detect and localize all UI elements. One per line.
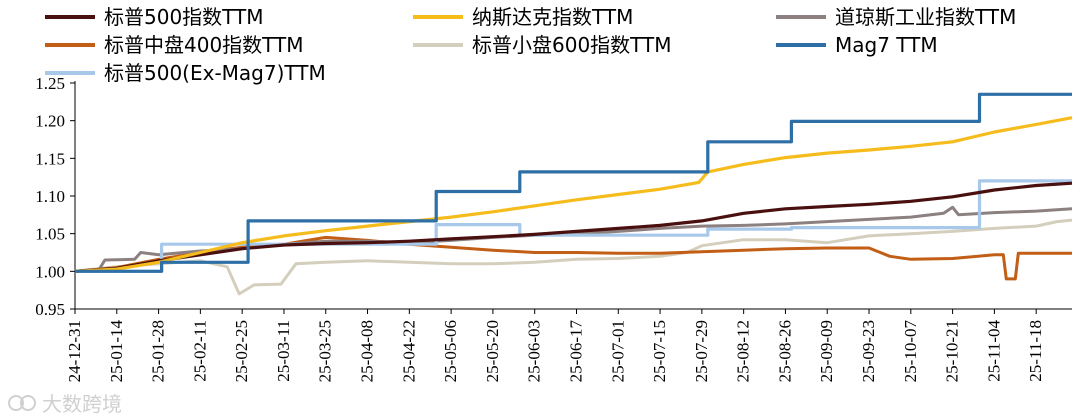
x-tick-label: 25-02-11	[190, 320, 209, 382]
y-axis: 0.95 1.00 1.05 1.10 1.15 1.20 1.25	[35, 74, 76, 319]
y-tick-label: 1.20	[35, 112, 65, 131]
legend-item-4: 标普小盘600指数TTM	[413, 33, 672, 57]
legend-item-1: 纳斯达克指数TTM	[413, 5, 633, 29]
legend-item-2: 道琼斯工业指数TTM	[776, 5, 1016, 29]
x-tick-label: 25-07-15	[650, 320, 669, 382]
legend-label: Mag7 TTM	[835, 33, 938, 57]
x-tick-label: 25-06-17	[566, 320, 585, 383]
y-tick-label: 1.25	[35, 74, 65, 93]
series-line-4	[74, 218, 1073, 296]
x-tick-label: 25-01-14	[107, 320, 126, 383]
x-tick-label: 25-07-01	[608, 320, 627, 382]
x-tick-label: 25-05-20	[483, 320, 502, 382]
legend: 标普500指数TTM 纳斯达克指数TTM 道琼斯工业指数TTM 标普中盘400指数TT…	[45, 5, 1016, 85]
series-line-5	[75, 92, 1072, 273]
y-tick-label: 1.00	[35, 262, 65, 281]
watermark-text: 大数跨境	[42, 392, 122, 416]
x-tick-label: 25-03-25	[316, 320, 335, 382]
legend-label: 道琼斯工业指数TTM	[835, 5, 1016, 29]
y-tick-label: 0.95	[35, 300, 65, 319]
x-tick-label: 25-11-18	[1026, 320, 1045, 382]
x-tick-label: 25-07-29	[692, 320, 711, 382]
x-tick-label: 25-09-23	[859, 320, 878, 382]
x-tick-label: 25-10-07	[901, 320, 920, 383]
x-tick-label: 25-09-09	[817, 320, 836, 382]
x-tick-label: 25-04-08	[358, 320, 377, 382]
x-tick-label: 25-06-03	[525, 320, 544, 382]
x-tick-label: 25-02-25	[232, 320, 251, 382]
x-tick-label: 24-12-31	[65, 320, 84, 382]
x-tick-label: 25-04-22	[399, 320, 418, 382]
x-tick-label: 25-01-28	[149, 320, 168, 382]
y-tick-label: 1.15	[35, 149, 65, 168]
legend-label: 标普中盘400指数TTM	[104, 33, 304, 57]
series-line-0	[74, 181, 1073, 273]
x-tick-label: 25-03-11	[274, 320, 293, 382]
y-tick-label: 1.05	[35, 225, 65, 244]
x-tick-label: 25-08-12	[734, 320, 753, 382]
series-layer	[74, 92, 1073, 296]
x-tick-label: 25-08-26	[775, 320, 794, 382]
x-tick-label: 25-10-21	[943, 320, 962, 382]
legend-item-0: 标普500指数TTM	[45, 5, 264, 29]
legend-item-5: Mag7 TTM	[776, 33, 938, 57]
legend-label: 标普500指数TTM	[104, 5, 264, 29]
x-tick-label: 25-11-04	[984, 320, 1003, 382]
series-line-6	[75, 179, 1072, 273]
x-axis: 24-12-31 25-01-14 25-01-28 25-02-11 25-02-25…	[65, 308, 1072, 383]
legend-item-3: 标普中盘400指数TTM	[45, 33, 304, 57]
legend-label: 标普500(Ex-Mag7)TTM	[104, 61, 326, 85]
legend-label: 纳斯达克指数TTM	[472, 5, 633, 29]
legend-label: 标普小盘600指数TTM	[472, 33, 672, 57]
series-line-1	[74, 116, 1073, 273]
y-tick-label: 1.10	[35, 187, 65, 206]
watermark-logo-icon	[8, 395, 36, 411]
legend-item-6: 标普500(Ex-Mag7)TTM	[45, 61, 326, 85]
x-tick-label: 25-05-06	[441, 320, 460, 382]
watermark: 大数跨境	[8, 392, 122, 416]
